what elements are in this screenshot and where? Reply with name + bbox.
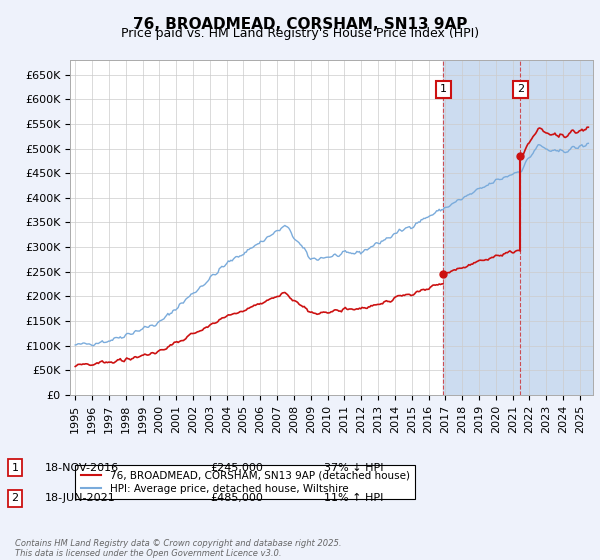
Text: 2: 2 bbox=[517, 85, 524, 95]
Text: 1: 1 bbox=[440, 85, 447, 95]
Text: £245,000: £245,000 bbox=[210, 463, 263, 473]
Text: Price paid vs. HM Land Registry's House Price Index (HPI): Price paid vs. HM Land Registry's House … bbox=[121, 27, 479, 40]
Text: 1: 1 bbox=[11, 463, 19, 473]
Text: 76, BROADMEAD, CORSHAM, SN13 9AP: 76, BROADMEAD, CORSHAM, SN13 9AP bbox=[133, 17, 467, 32]
Text: 18-NOV-2016: 18-NOV-2016 bbox=[45, 463, 119, 473]
Bar bbox=[443, 60, 593, 395]
Text: 37% ↓ HPI: 37% ↓ HPI bbox=[324, 463, 383, 473]
Text: 11% ↑ HPI: 11% ↑ HPI bbox=[324, 493, 383, 503]
Text: 18-JUN-2021: 18-JUN-2021 bbox=[45, 493, 116, 503]
Text: Contains HM Land Registry data © Crown copyright and database right 2025.
This d: Contains HM Land Registry data © Crown c… bbox=[15, 539, 341, 558]
Text: 2: 2 bbox=[11, 493, 19, 503]
Text: £485,000: £485,000 bbox=[210, 493, 263, 503]
Legend: 76, BROADMEAD, CORSHAM, SN13 9AP (detached house), HPI: Average price, detached : 76, BROADMEAD, CORSHAM, SN13 9AP (detach… bbox=[76, 465, 415, 499]
